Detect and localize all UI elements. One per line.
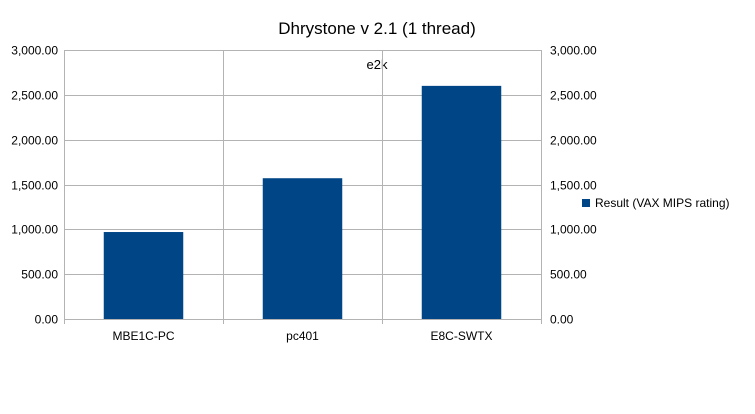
x-tick-label: pc401 [286,329,319,343]
y-tick-label-right: 500.00 [550,268,587,282]
legend-label: Result (VAX MIPS rating) [595,196,729,210]
y-tick-label-left: 3,000.00 [11,44,58,58]
chart-title: Dhrystone v 2.1 (1 thread) [278,19,475,38]
legend-swatch [582,199,590,207]
chart-subtitle: e2k [367,57,388,72]
x-tick-label: MBE1C-PC [112,329,174,343]
y-tick-label-left: 1,500.00 [11,179,58,193]
legend: Result (VAX MIPS rating) [582,196,729,210]
x-tick-label: E8C-SWTX [430,329,492,343]
y-tick-label-right: 1,500.00 [550,179,597,193]
y-tick-label-left: 1,000.00 [11,223,58,237]
y-tick-label-left: 2,500.00 [11,89,58,103]
y-tick-label-left: 2,000.00 [11,134,58,148]
bar-E8C-SWTX [421,85,502,319]
y-tick-label-right: 1,000.00 [550,223,597,237]
y-tick-label-left: 500.00 [21,268,58,282]
bar-pc401 [262,178,343,319]
y-tick-label-right: 0.00 [550,313,574,327]
y-tick-label-left: 0.00 [35,313,59,327]
y-tick-label-right: 2,500.00 [550,89,597,103]
bars [103,85,502,319]
axes: 0.00 0.00 500.00 500.00 1,000.00 1,000.00 1,50… [11,44,597,344]
bar-MBE1C-PC [103,232,184,319]
y-tick-label-right: 3,000.00 [550,44,597,58]
y-tick-label-right: 2,000.00 [550,134,597,148]
